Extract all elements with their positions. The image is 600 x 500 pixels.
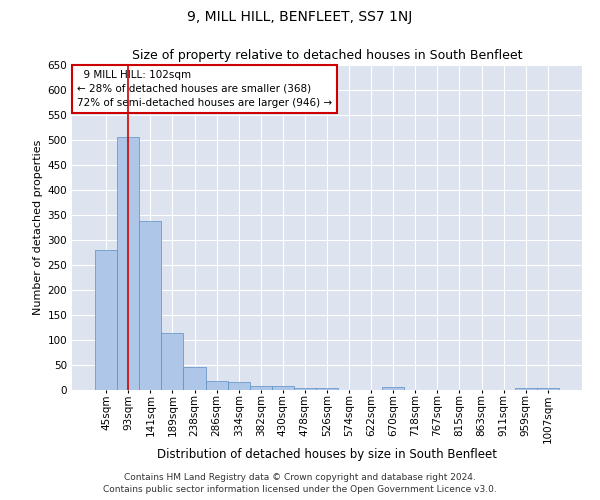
Bar — [95, 250, 117, 390]
Bar — [294, 388, 316, 390]
Bar — [272, 386, 294, 390]
Bar — [206, 381, 227, 390]
Bar — [161, 332, 184, 390]
Text: Contains HM Land Registry data © Crown copyright and database right 2024.
Contai: Contains HM Land Registry data © Crown c… — [103, 473, 497, 494]
Bar — [515, 388, 537, 390]
Text: 9, MILL HILL, BENFLEET, SS7 1NJ: 9, MILL HILL, BENFLEET, SS7 1NJ — [187, 10, 413, 24]
Title: Size of property relative to detached houses in South Benfleet: Size of property relative to detached ho… — [132, 50, 522, 62]
Bar — [184, 367, 206, 390]
Bar — [117, 136, 139, 390]
Text: 9 MILL HILL: 102sqm
← 28% of detached houses are smaller (368)
72% of semi-detac: 9 MILL HILL: 102sqm ← 28% of detached ho… — [77, 70, 332, 108]
Y-axis label: Number of detached properties: Number of detached properties — [33, 140, 43, 315]
Bar — [227, 382, 250, 390]
Bar — [250, 386, 272, 390]
X-axis label: Distribution of detached houses by size in South Benfleet: Distribution of detached houses by size … — [157, 448, 497, 461]
Bar — [316, 388, 338, 390]
Bar — [139, 221, 161, 390]
Bar — [382, 387, 404, 390]
Bar — [537, 388, 559, 390]
